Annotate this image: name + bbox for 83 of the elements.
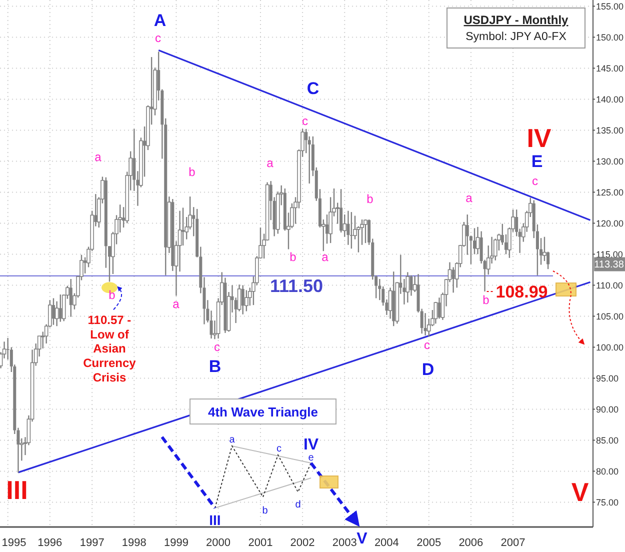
annotation: III (209, 512, 221, 528)
y-tick-label: 145.00 (596, 63, 624, 74)
annotation: a (466, 191, 473, 206)
annotation: a (322, 250, 329, 264)
annotation: b (366, 192, 374, 206)
text: Symbol: JPY A0-FX (466, 31, 567, 43)
y-tick-label: 105.00 (596, 311, 624, 322)
annotation: b (482, 293, 490, 308)
annotation: 108.99 (496, 282, 548, 302)
annotation: e (308, 452, 314, 464)
y-tick-label: 100.00 (596, 342, 624, 352)
candlestick (182, 207, 185, 246)
x-tick-label: 2007 (500, 537, 526, 549)
x-tick-label: 1998 (122, 537, 146, 549)
x-tick-label: 2003 (332, 537, 357, 549)
annotation: IV (526, 123, 552, 154)
annotation: B (208, 356, 222, 376)
y-tick-label: 135.00 (596, 125, 624, 136)
candlestick (350, 211, 353, 250)
annotation: d (295, 500, 301, 510)
annotation: b (188, 165, 196, 180)
y-tick-label: 110.00 (596, 280, 623, 290)
annotation: a (266, 156, 274, 170)
annotation: b (290, 250, 297, 264)
annotation: a (172, 297, 180, 312)
annotation: c (532, 174, 538, 188)
candlestick (452, 266, 455, 294)
ref-line-label: 111.50 (270, 276, 324, 296)
annotation: IV (303, 436, 319, 454)
annotation: b (262, 506, 268, 516)
annotation: 4th Wave Triangle (208, 404, 318, 420)
annotation: c (302, 114, 308, 128)
x-tick-label: 1996 (38, 537, 62, 549)
y-tick-label: 85.00 (596, 435, 619, 446)
candlestick (438, 297, 441, 320)
annotation: V (571, 477, 590, 508)
y-tick-label: 120.00 (596, 218, 624, 228)
text: USDJPY - Monthly (464, 13, 569, 27)
candlestick (410, 274, 413, 296)
x-tick-label: 2006 (458, 537, 484, 549)
candlestick (434, 301, 438, 324)
candlestick (364, 218, 368, 244)
candlestick (58, 294, 62, 322)
annotation: c (155, 31, 161, 46)
y-tick-label: 155.00 (596, 1, 624, 12)
y-tick-label: 95.00 (596, 373, 619, 384)
y-tick-label: 90.00 (596, 404, 619, 414)
annotation: A (154, 10, 166, 30)
annotation: C (306, 78, 320, 98)
x-tick-label: 1995 (2, 537, 26, 549)
y-tick-label: 80.00 (596, 466, 619, 476)
candlestick (69, 278, 72, 318)
annotation: a (229, 434, 236, 446)
annotation: 110.57 - Low of Asian Currency Crisis (83, 312, 136, 384)
y-tick-label: 130.00 (596, 156, 624, 166)
annotation: c (424, 338, 430, 352)
candlestick (424, 312, 427, 336)
x-tick-label: 1999 (164, 537, 188, 549)
candlestick (241, 284, 244, 315)
annotation: III (6, 475, 28, 506)
text: V (356, 530, 368, 548)
annotation: c (276, 444, 282, 454)
x-tick-label: 2001 (248, 537, 273, 549)
candlestick (340, 188, 343, 234)
candlestick (406, 272, 410, 304)
y-tick-label: 150.00 (596, 32, 624, 42)
annotation: c (214, 340, 220, 354)
annotation: a (94, 150, 102, 164)
y-tick-label: 140.00 (596, 94, 624, 104)
candlestick (346, 210, 350, 246)
y-tick-label: 75.00 (596, 497, 619, 508)
y-tick-label: 115.00 (596, 249, 623, 260)
x-tick-label: 1997 (80, 537, 104, 549)
text: 113.38 (594, 260, 624, 271)
x-tick-label: 2000 (206, 537, 231, 549)
candlestick (52, 298, 55, 326)
annotation: E (531, 152, 543, 171)
x-tick-label: 2002 (290, 537, 315, 549)
x-tick-label: 2005 (416, 537, 442, 549)
y-tick-label: 125.00 (596, 187, 624, 198)
annotation: b (108, 288, 116, 302)
x-tick-label: 2004 (374, 537, 399, 549)
annotation: D (422, 360, 434, 379)
